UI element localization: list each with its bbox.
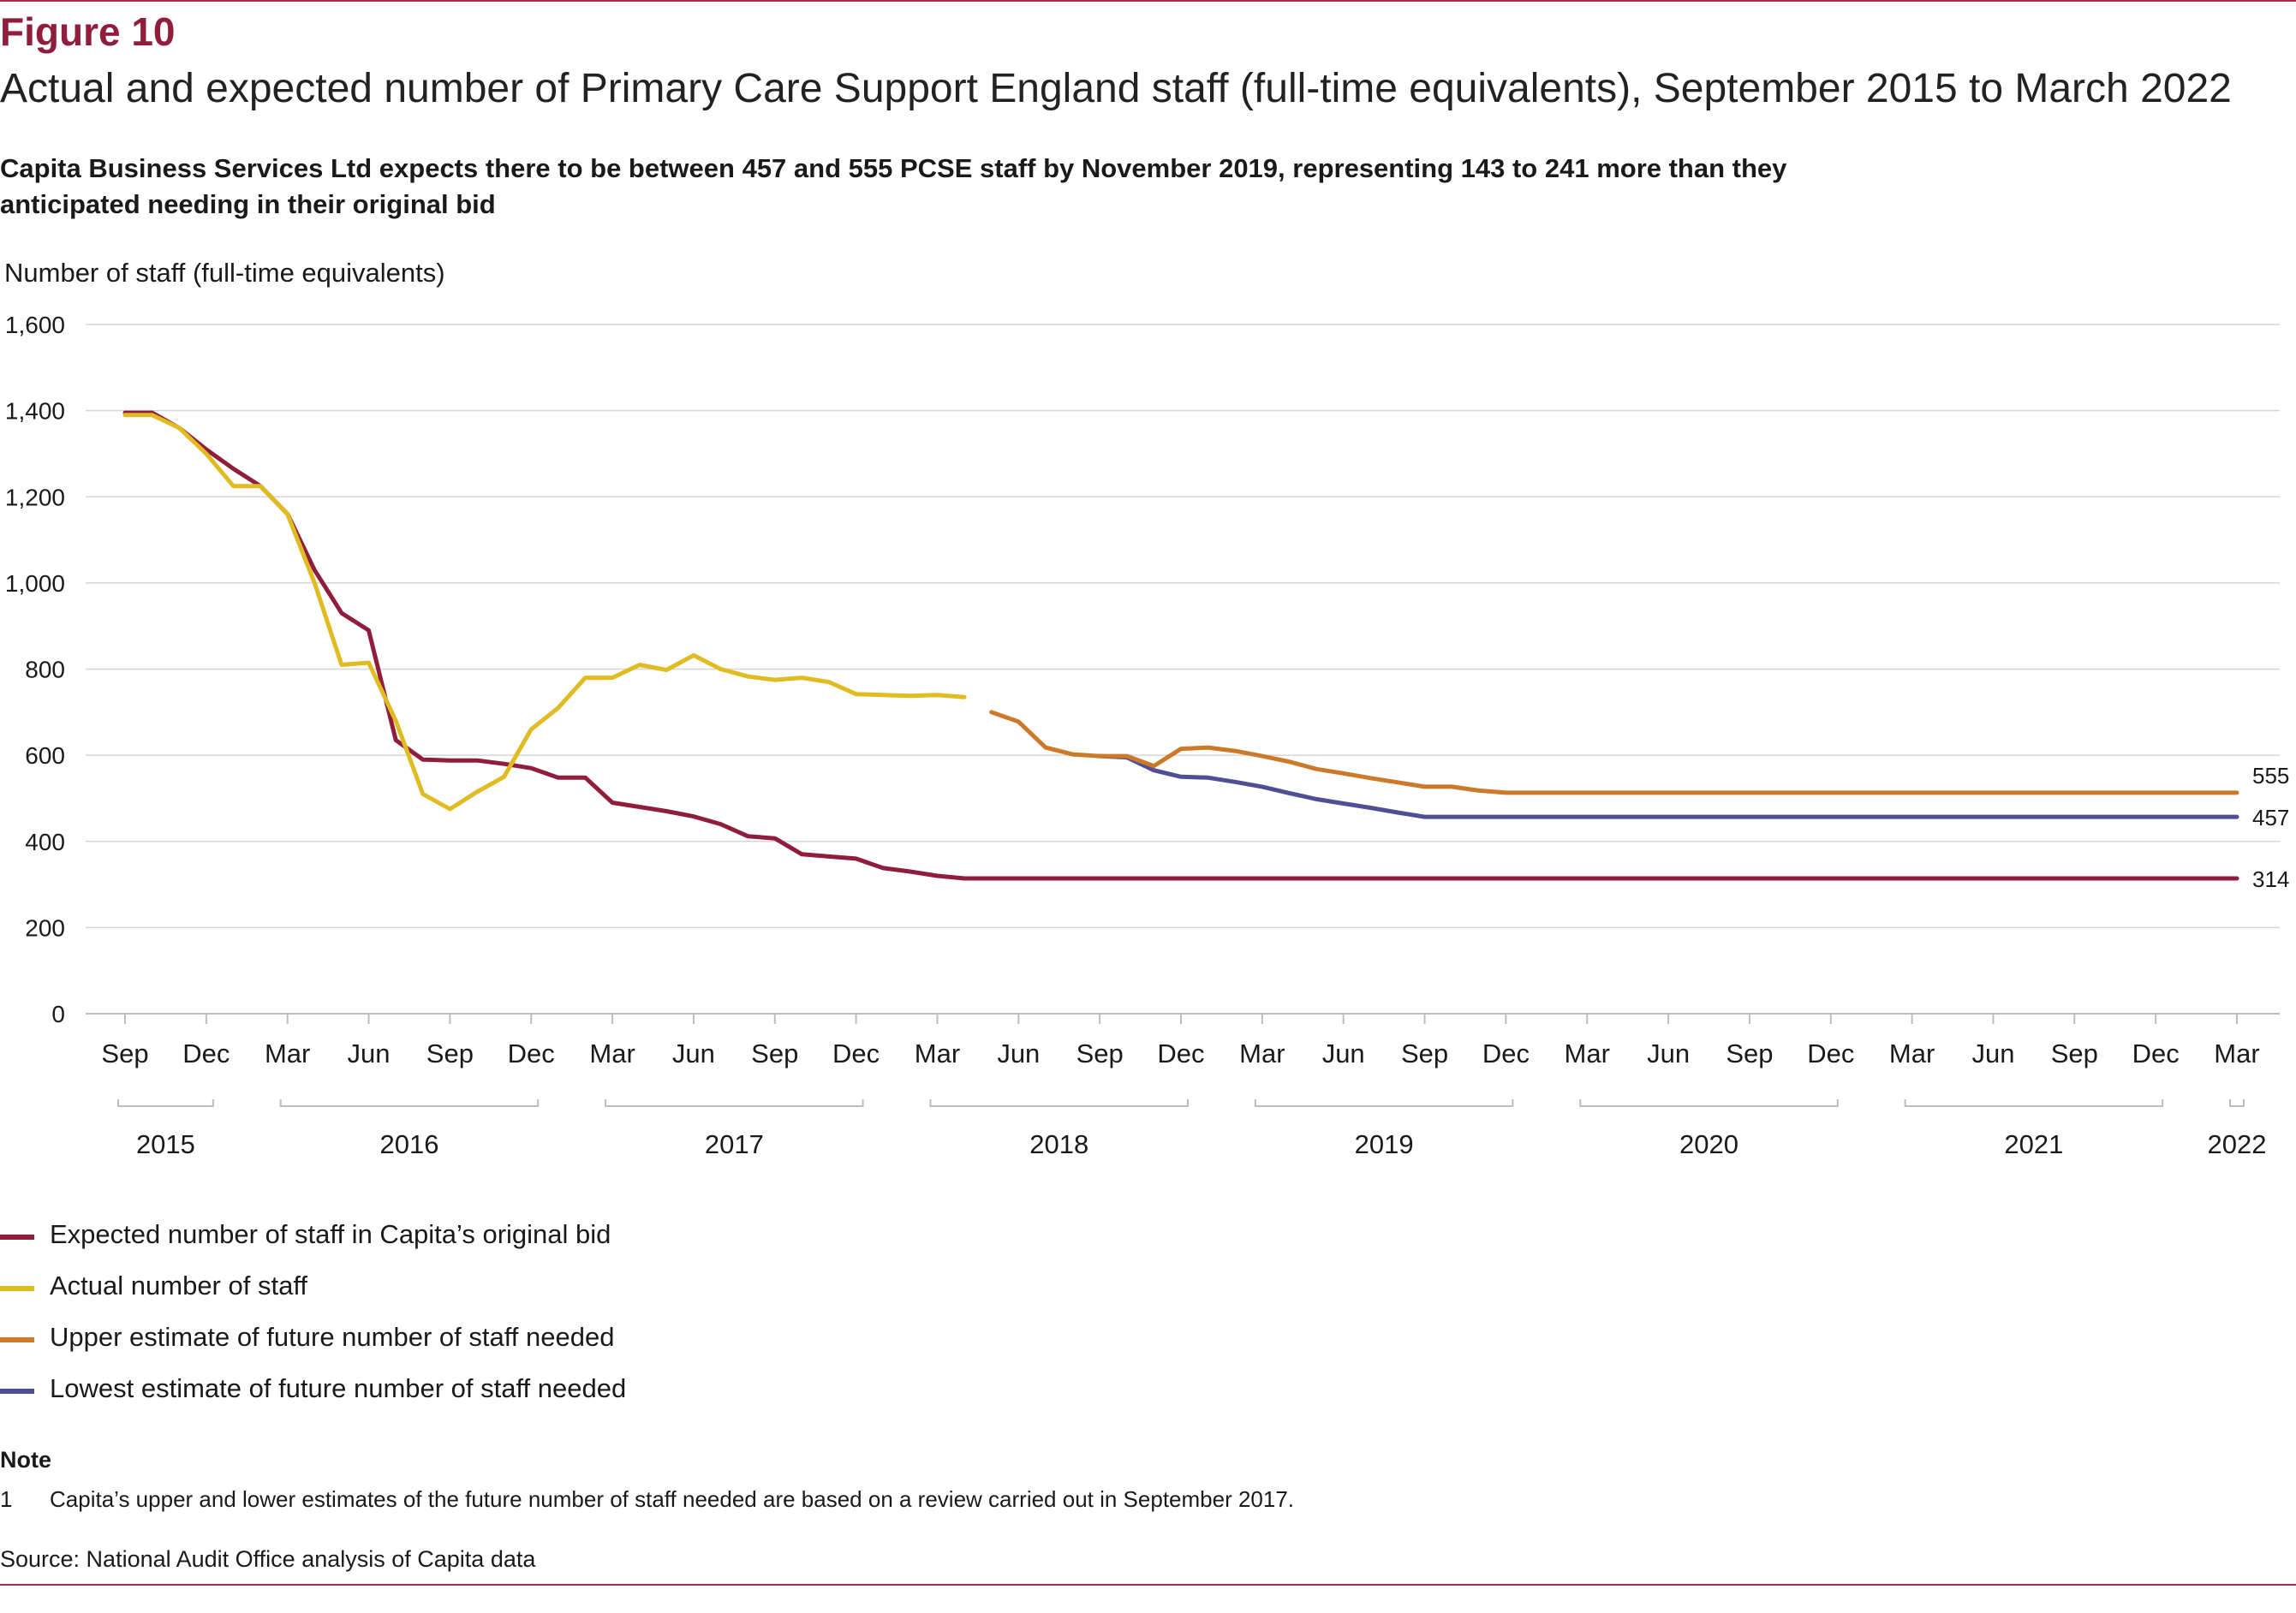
x-tick-label: Dec bbox=[1157, 1039, 1204, 1068]
year-label: 2019 bbox=[1355, 1129, 1414, 1159]
gridlines bbox=[86, 324, 2280, 1015]
figure-title: Actual and expected number of Primary Ca… bbox=[0, 66, 2232, 111]
x-tick-label: Dec bbox=[508, 1039, 555, 1068]
y-tick-label: 800 bbox=[25, 657, 65, 683]
year-bracket bbox=[605, 1099, 864, 1107]
year-label: 2022 bbox=[2208, 1129, 2267, 1159]
series-line-expected bbox=[122, 410, 2239, 881]
x-tick-label: Mar bbox=[1889, 1039, 1935, 1068]
year-label: 2020 bbox=[1679, 1129, 1738, 1159]
x-tick-label: Jun bbox=[1647, 1039, 1690, 1068]
y-tick-label: 400 bbox=[25, 829, 65, 855]
x-tick-label: Dec bbox=[2132, 1039, 2180, 1068]
x-tick-label: Dec bbox=[1482, 1039, 1530, 1068]
x-tick-label: Sep bbox=[1726, 1039, 1773, 1068]
year-bracket bbox=[929, 1099, 1189, 1107]
year-bracket bbox=[1254, 1099, 1514, 1107]
series-line-upper bbox=[989, 710, 2239, 795]
x-tick-label: Sep bbox=[101, 1039, 148, 1068]
note-heading: Note bbox=[0, 1447, 51, 1473]
figure-subtitle: Capita Business Services Ltd expects the… bbox=[0, 153, 1787, 219]
x-tick-label: Mar bbox=[265, 1039, 310, 1068]
note-number: 1 bbox=[0, 1486, 13, 1512]
top-rule bbox=[0, 0, 2296, 2]
y-tick-label: 1,200 bbox=[5, 484, 65, 510]
x-tick-label: Sep bbox=[1401, 1039, 1448, 1068]
year-label: 2015 bbox=[136, 1129, 195, 1159]
legend-label-actual: Actual number of staff bbox=[50, 1271, 307, 1301]
x-tick-label: Jun bbox=[1322, 1039, 1365, 1068]
year-label: 2018 bbox=[1029, 1129, 1088, 1159]
end-labels: 314 555 457 bbox=[2252, 763, 2289, 892]
legend-swatch-expected bbox=[0, 1235, 34, 1240]
end-label: 457 bbox=[2252, 805, 2289, 830]
series-lines bbox=[122, 410, 2239, 881]
series-line-lowest bbox=[1097, 753, 2239, 819]
year-bracket bbox=[1579, 1099, 1839, 1107]
x-tick-label: Dec bbox=[832, 1039, 880, 1068]
x-tick-label: Mar bbox=[1565, 1039, 1610, 1068]
x-tick-label: Mar bbox=[1239, 1039, 1285, 1068]
source-text: Source: National Audit Office analysis o… bbox=[0, 1546, 536, 1572]
y-tick-labels: 0 200 400 600 800 1,000 1,200 1,400 1,600 bbox=[5, 312, 65, 1027]
x-tick-label: Sep bbox=[2051, 1039, 2098, 1068]
x-tick-label: Dec bbox=[1807, 1039, 1854, 1068]
x-tick-label: Jun bbox=[997, 1039, 1040, 1068]
y-tick-label: 200 bbox=[25, 914, 65, 941]
year-bracket bbox=[279, 1099, 540, 1107]
year-bracket bbox=[1904, 1099, 2164, 1107]
year-label: 2021 bbox=[2004, 1129, 2063, 1159]
y-tick-label: 1,600 bbox=[5, 312, 65, 338]
figure-label: Figure 10 bbox=[0, 9, 176, 54]
year-label: 2016 bbox=[379, 1129, 438, 1159]
x-tick-label: Dec bbox=[182, 1039, 230, 1068]
x-tick-label: Mar bbox=[2214, 1039, 2259, 1068]
year-bracket bbox=[2229, 1099, 2245, 1107]
bottom-rule bbox=[0, 1584, 2296, 1586]
x-tick-label: Jun bbox=[1971, 1039, 2014, 1068]
series-line-actual bbox=[122, 413, 967, 812]
x-tick-label: Sep bbox=[1076, 1039, 1124, 1068]
legend-swatch-actual bbox=[0, 1286, 34, 1291]
year-label: 2017 bbox=[705, 1129, 764, 1159]
x-tick-label: Jun bbox=[348, 1039, 391, 1068]
x-tick-label: Mar bbox=[915, 1039, 960, 1068]
y-tick-label: 1,400 bbox=[5, 398, 65, 425]
end-label: 555 bbox=[2252, 763, 2289, 789]
x-tick-label: Mar bbox=[589, 1039, 635, 1068]
x-tick-label: Jun bbox=[672, 1039, 715, 1068]
x-axis: Sep Dec Mar Jun Sep Dec Mar Jun Sep Dec Mar Jun Sep D… bbox=[101, 1014, 2266, 1159]
legend-label-lowest: Lowest estimate of future number of staf… bbox=[50, 1373, 627, 1403]
end-label: 314 bbox=[2252, 866, 2289, 892]
line-chart: Number of staff (full-time equivalents) … bbox=[4, 258, 2289, 1159]
legend-label-expected: Expected number of staff in Capita’s ori… bbox=[50, 1219, 611, 1249]
y-tick-label: 1,000 bbox=[5, 570, 65, 597]
y-tick-label: 0 bbox=[51, 1001, 65, 1027]
legend-label-upper: Upper estimate of future number of staff… bbox=[50, 1322, 615, 1352]
legend-swatch-upper bbox=[0, 1337, 34, 1342]
y-axis-title: Number of staff (full-time equivalents) bbox=[4, 258, 445, 288]
note-text: Capita’s upper and lower estimates of th… bbox=[50, 1486, 1295, 1512]
legend-swatch-lowest bbox=[0, 1389, 34, 1394]
y-tick-label: 600 bbox=[25, 742, 65, 769]
x-tick-label: Sep bbox=[426, 1039, 474, 1068]
year-bracket bbox=[117, 1099, 214, 1107]
x-tick-label: Sep bbox=[751, 1039, 798, 1068]
